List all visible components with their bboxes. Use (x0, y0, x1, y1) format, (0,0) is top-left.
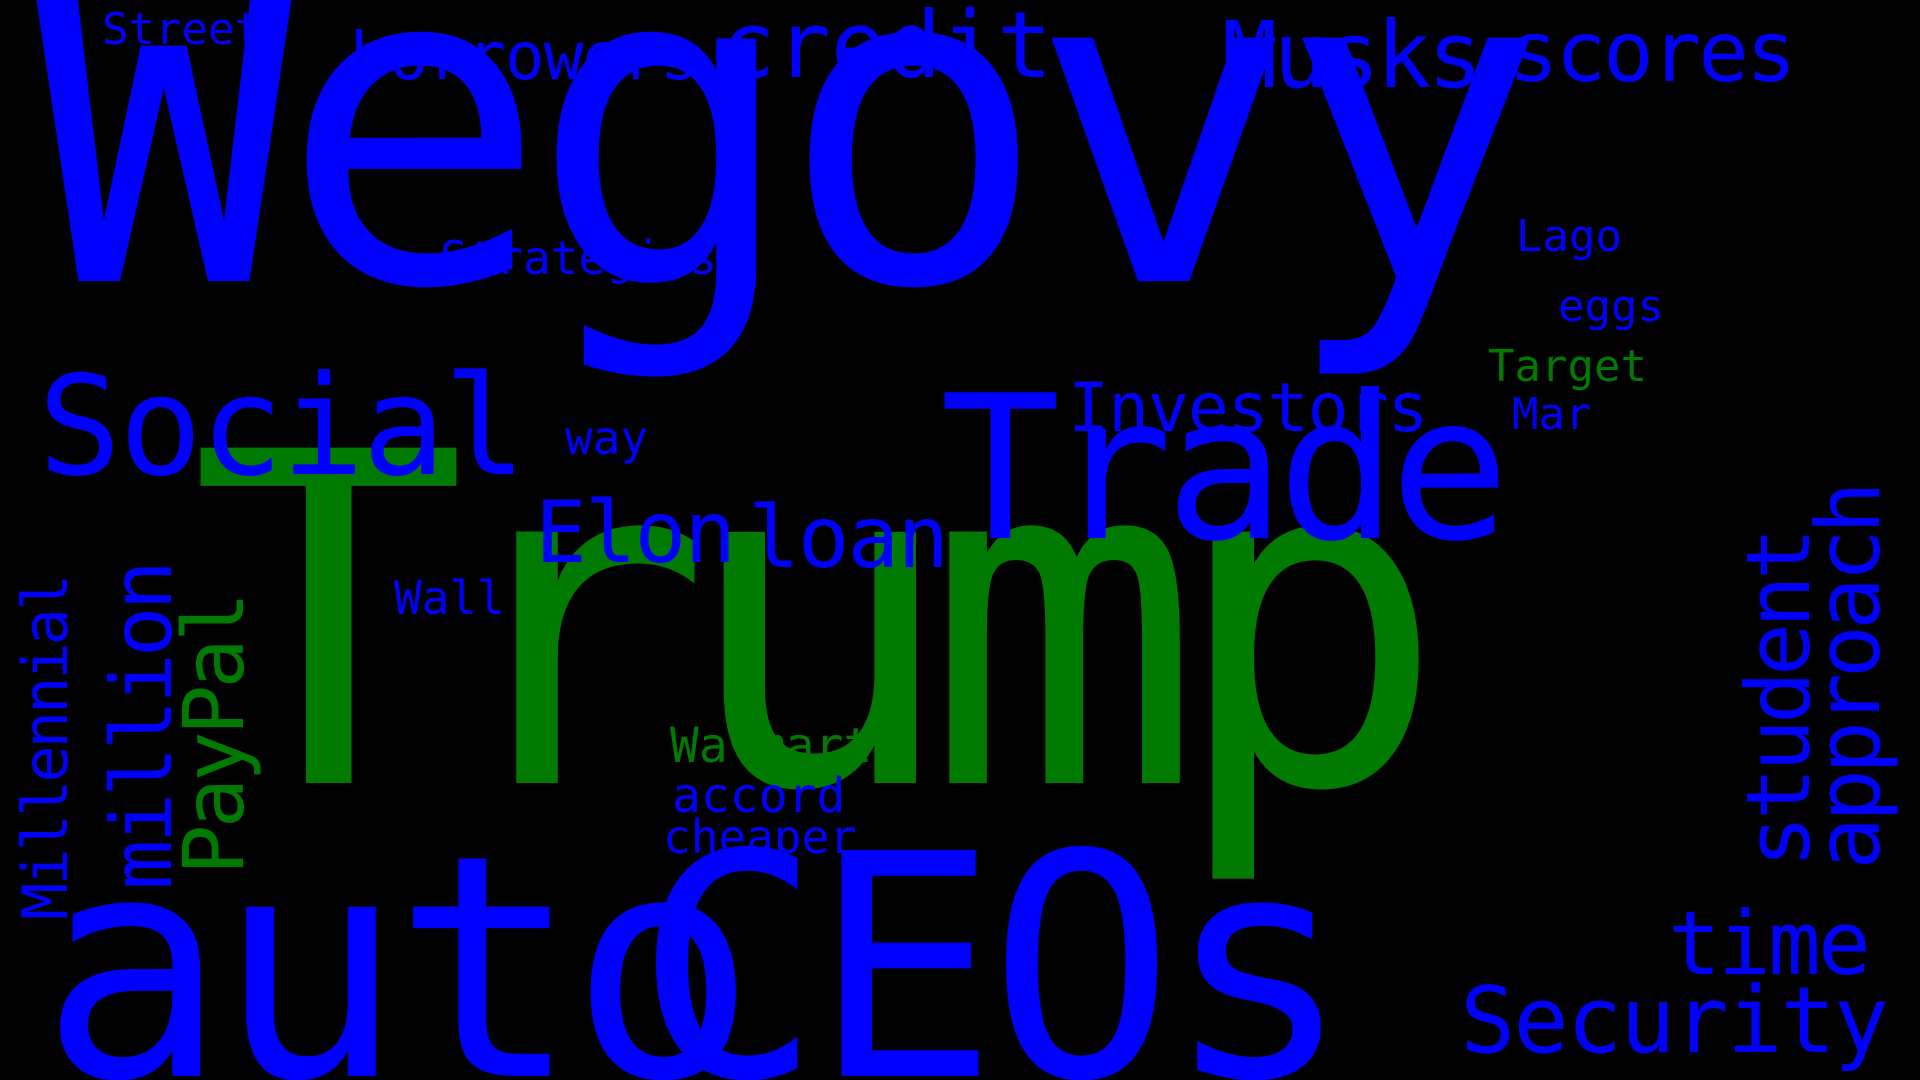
word-trump: Trump (190, 357, 1447, 892)
word-accord: accord (672, 768, 846, 824)
word-scores: scores (1508, 3, 1796, 101)
word-strategies: Strategies (440, 231, 717, 285)
word-wegovy: Wegovy (30, 0, 1547, 386)
word-cheaper: cheaper (663, 810, 857, 864)
word-elon: Elon (535, 483, 736, 583)
word-trade: Trade (940, 353, 1510, 586)
word-social: Social (38, 346, 526, 507)
word-paypal: PayPal (165, 595, 263, 875)
word-approach: approach (1797, 486, 1900, 870)
word-wall: Wall (394, 571, 505, 625)
word-time: time (1668, 892, 1871, 995)
word-street: Street (102, 4, 261, 55)
word-investors: Investors (1068, 369, 1428, 448)
word-way: way (565, 411, 649, 465)
word-eggs: eggs (1558, 281, 1664, 332)
word-millennial: Millennial (9, 576, 82, 920)
word-musks: Musks (1222, 2, 1483, 109)
word-borrowers: borrowers (350, 18, 700, 95)
word-walmart: Walmart (670, 718, 873, 774)
word-security: Security (1460, 967, 1889, 1074)
word-auto: auto (40, 789, 757, 1080)
word-ceos: CEOs (635, 789, 1352, 1080)
word-credit: credit (720, 0, 1053, 99)
word-lago: Lago (1516, 211, 1622, 262)
word-loan: loan (748, 488, 949, 588)
word-target: Target (1488, 341, 1647, 392)
word-mar: Mar (1512, 389, 1592, 440)
